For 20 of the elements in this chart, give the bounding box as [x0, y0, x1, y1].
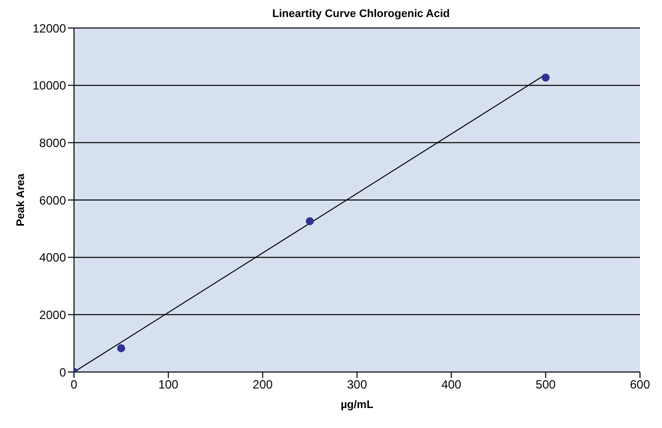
- x-tick-label: 100: [158, 378, 179, 392]
- y-tick-label: 6000: [39, 193, 66, 208]
- x-tick-label: 600: [630, 378, 650, 392]
- y-tick-label: 10000: [32, 78, 66, 93]
- point: [117, 344, 126, 352]
- x-tick-label: 500: [536, 378, 556, 392]
- y-axis-title: Peak Area: [14, 172, 27, 226]
- x-tick-label: 0: [70, 378, 78, 392]
- point: [306, 217, 314, 226]
- y-tick-label: 0: [59, 365, 66, 380]
- x-tick-label: 400: [441, 378, 462, 392]
- y-tick-label: 2000: [39, 308, 66, 322]
- x-tick-label: 200: [252, 378, 273, 392]
- y-tick-label: 12000: [32, 21, 66, 36]
- x-tick-label: 300: [346, 378, 368, 392]
- y-tick-label: 8000: [39, 136, 66, 150]
- chart-title: Lineartity Curve Chlorogenic Acid: [272, 8, 450, 20]
- x-axis-title: µg/mL: [340, 398, 374, 411]
- y-tick-label: 4000: [39, 250, 66, 265]
- point: [542, 74, 550, 82]
